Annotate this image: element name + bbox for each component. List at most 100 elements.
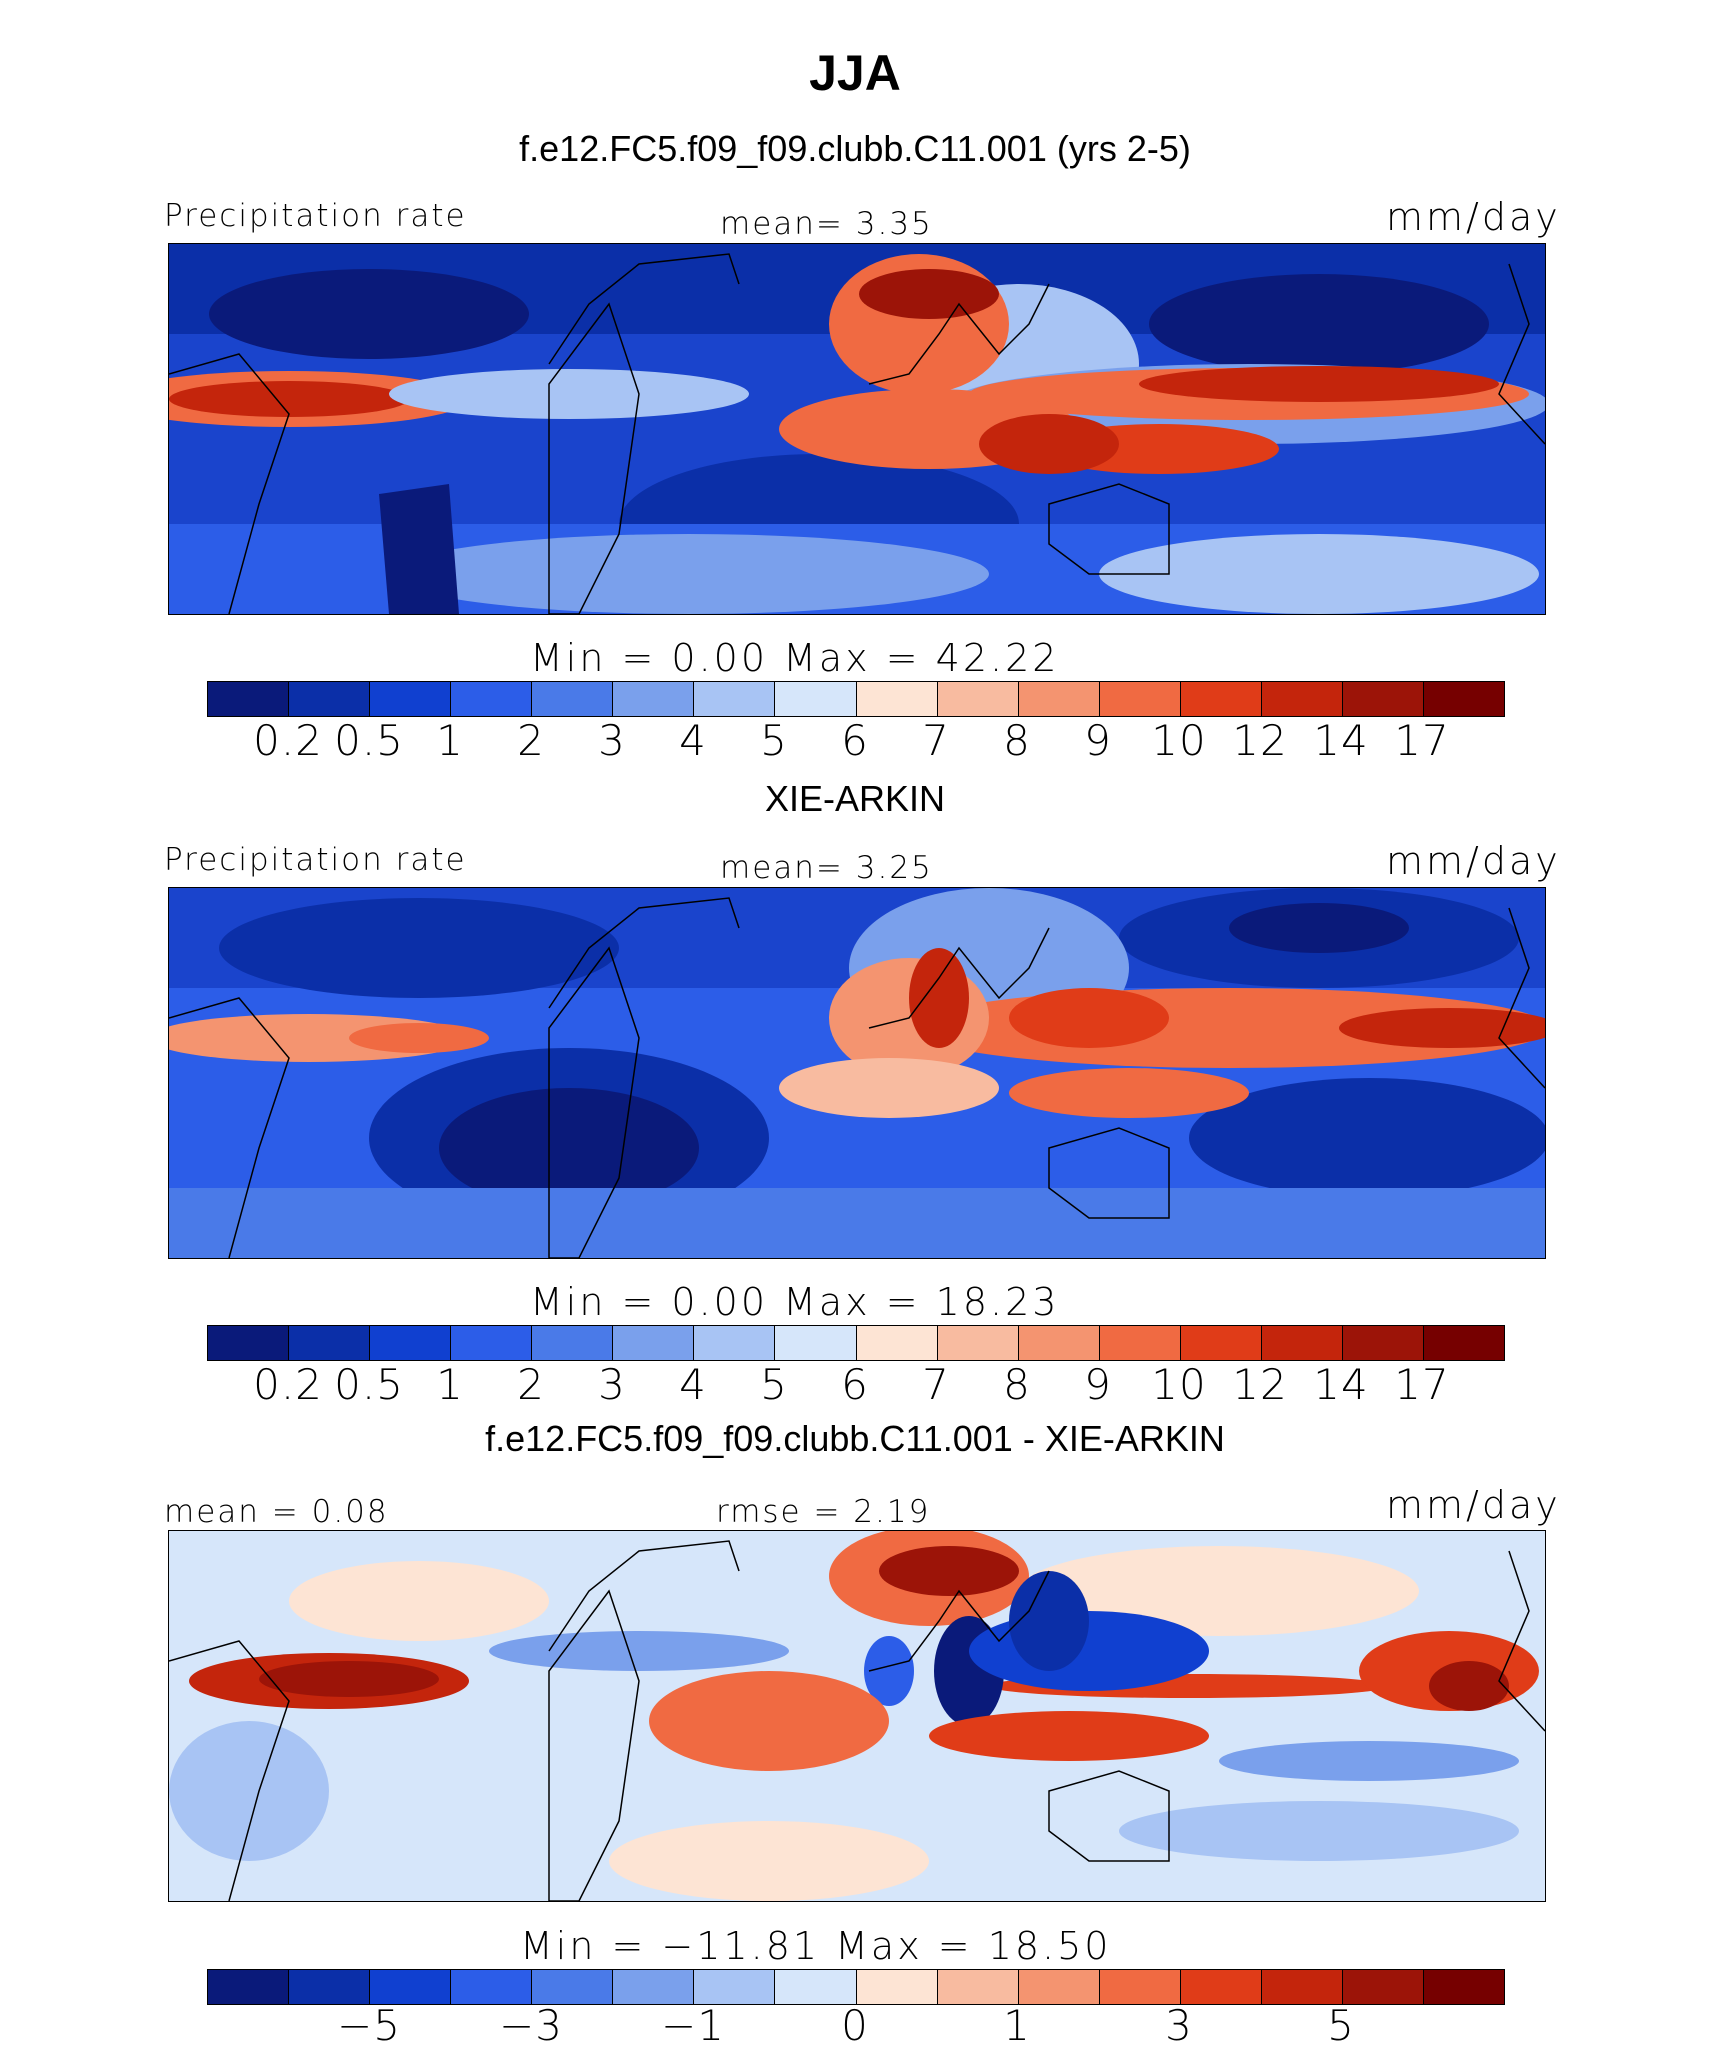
cbar-swatch: [532, 1970, 614, 2004]
cbar-swatch: [1180, 1326, 1262, 1360]
cbar-swatch: [613, 1970, 695, 2004]
cbar-swatch: [208, 1326, 290, 1360]
panel-3-map: [168, 1530, 1546, 1902]
cbar-swatch: [775, 682, 857, 716]
cbar-swatch: [1342, 1326, 1424, 1360]
panel-2-tick: 17: [1394, 1360, 1450, 1409]
cbar-swatch: [1180, 1970, 1262, 2004]
cbar-swatch: [775, 1326, 857, 1360]
cbar-swatch: [1180, 682, 1262, 716]
panel-1-units-label: mm/day: [1386, 195, 1561, 239]
panel-1-tick: 10: [1151, 716, 1207, 765]
cbar-swatch: [1423, 682, 1504, 716]
cbar-swatch: [694, 682, 776, 716]
cbar-swatch: [370, 1970, 452, 2004]
cbar-swatch: [613, 1326, 695, 1360]
cbar-swatch: [1423, 1326, 1504, 1360]
panel-2-minmax: Min = 0.00 Max = 18.23: [530, 1280, 1060, 1324]
figure-title: JJA: [809, 45, 901, 101]
panel-3-rmse-label: rmse = 2.19: [716, 1494, 931, 1530]
cbar-swatch: [370, 1326, 452, 1360]
panel-2-tick: 7: [922, 1360, 950, 1409]
cbar-swatch: [532, 1326, 614, 1360]
panel-1-left-label: Precipitation rate: [164, 198, 467, 234]
cbar-swatch: [208, 682, 290, 716]
panel-2-tick: 0.2: [253, 1360, 323, 1409]
panel-2-tick: 2: [517, 1360, 545, 1409]
cbar-swatch: [1018, 682, 1100, 716]
panel-1-tick: 5: [760, 716, 788, 765]
panel-3-tick: 5: [1327, 2001, 1355, 2050]
cbar-swatch: [937, 682, 1019, 716]
cbar-swatch: [370, 682, 452, 716]
panel-1-mean-label: mean= 3.35: [720, 206, 933, 242]
panel-1-colorbar: [207, 681, 1505, 717]
cbar-swatch: [289, 1326, 371, 1360]
cbar-swatch: [1099, 682, 1181, 716]
panel-3-tick: −1: [661, 2001, 725, 2050]
panel-1-tick: 6: [841, 716, 869, 765]
panel-2-tick: 0.5: [334, 1360, 404, 1409]
panel-1-tick: 4: [679, 716, 707, 765]
cbar-swatch: [937, 1970, 1019, 2004]
panel-2-tick: 9: [1084, 1360, 1112, 1409]
panel-2-tick: 3: [598, 1360, 626, 1409]
panel-3-minmax: Min = −11.81 Max = 18.50: [520, 1924, 1112, 1968]
panel-2-tick: 8: [1003, 1360, 1031, 1409]
cbar-swatch: [856, 1326, 938, 1360]
panel-3-subtitle: f.e12.FC5.f09_f09.clubb.C11.001 - XIE-AR…: [485, 1418, 1225, 1459]
panel-2-tick: 12: [1232, 1360, 1288, 1409]
panel-2-left-label: Precipitation rate: [164, 842, 467, 878]
panel-2-mean-label: mean= 3.25: [720, 850, 933, 886]
panel-1-tick: 1: [436, 716, 464, 765]
panel-3-tick: −5: [337, 2001, 401, 2050]
cbar-swatch: [775, 1970, 857, 2004]
cbar-swatch: [451, 1326, 533, 1360]
panel-1-tick: 9: [1084, 716, 1112, 765]
panel-2-colorbar: [207, 1325, 1505, 1361]
panel-2-tick: 5: [760, 1360, 788, 1409]
panel-1-minmax: Min = 0.00 Max = 42.22: [530, 636, 1060, 680]
panel-3-tick: 3: [1165, 2001, 1193, 2050]
cbar-swatch: [1099, 1970, 1181, 2004]
panel-2-tick: 10: [1151, 1360, 1207, 1409]
cbar-swatch: [289, 682, 371, 716]
panel-3-mean-label: mean = 0.08: [164, 1494, 389, 1530]
panel-1-tick: 0.2: [253, 716, 323, 765]
panel-3-tick: 1: [1003, 2001, 1031, 2050]
panel-1-tick: 14: [1313, 716, 1369, 765]
panel-3-units-label: mm/day: [1386, 1483, 1561, 1527]
cbar-swatch: [1423, 1970, 1504, 2004]
cbar-swatch: [1261, 1326, 1343, 1360]
panel-1-subtitle: f.e12.FC5.f09_f09.clubb.C11.001 (yrs 2-5…: [519, 128, 1191, 169]
panel-1-map: [168, 243, 1546, 615]
panel-2-tick: 6: [841, 1360, 869, 1409]
cbar-swatch: [1099, 1326, 1181, 1360]
panel-3-tick: −3: [499, 2001, 563, 2050]
panel-1-tick: 17: [1394, 716, 1450, 765]
cbar-swatch: [1018, 1970, 1100, 2004]
cbar-swatch: [856, 1970, 938, 2004]
panel-3-colorbar: [207, 1969, 1505, 2005]
panel-1-tick: 3: [598, 716, 626, 765]
panel-1-tick: 8: [1003, 716, 1031, 765]
cbar-swatch: [694, 1326, 776, 1360]
cbar-swatch: [856, 682, 938, 716]
panel-2-tick: 4: [679, 1360, 707, 1409]
panel-2-subtitle: XIE-ARKIN: [764, 778, 946, 819]
cbar-swatch: [289, 1970, 371, 2004]
cbar-swatch: [532, 682, 614, 716]
cbar-swatch: [613, 682, 695, 716]
cbar-swatch: [208, 1970, 290, 2004]
cbar-swatch: [451, 1970, 533, 2004]
panel-3-tick: 0: [841, 2001, 869, 2050]
panel-1-tick: 12: [1232, 716, 1288, 765]
cbar-swatch: [937, 1326, 1019, 1360]
cbar-swatch: [1342, 1970, 1424, 2004]
cbar-swatch: [1342, 682, 1424, 716]
panel-2-units-label: mm/day: [1386, 839, 1561, 883]
panel-1-tick: 0.5: [334, 716, 404, 765]
cbar-swatch: [451, 682, 533, 716]
panel-1-tick: 7: [922, 716, 950, 765]
cbar-swatch: [1261, 1970, 1343, 2004]
